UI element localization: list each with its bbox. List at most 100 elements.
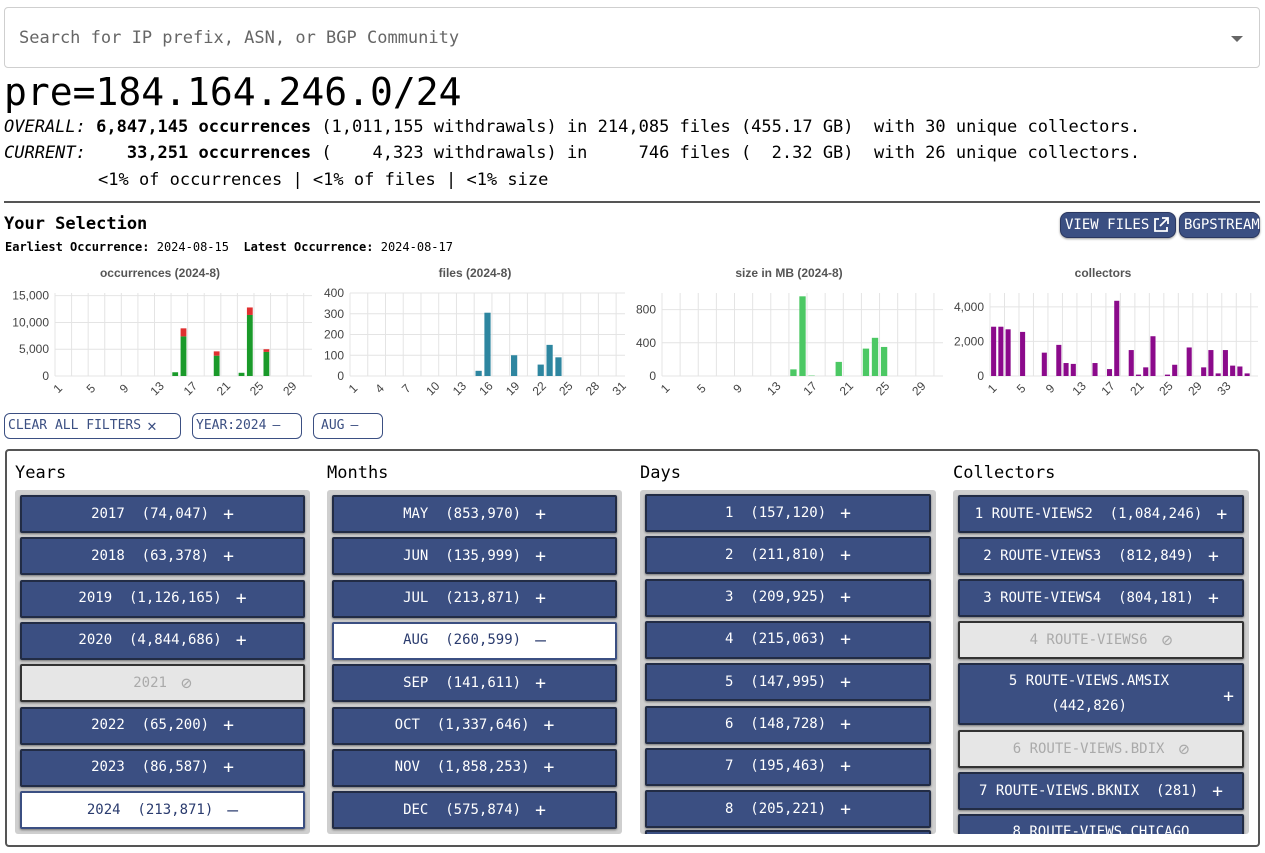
plus-icon[interactable]: +: [535, 503, 546, 525]
day-item[interactable]: 7 (195,463) +: [645, 747, 931, 786]
collector-item-label: 7 ROUTE-VIEWS.BKNIX (281): [979, 782, 1199, 799]
minus-icon[interactable]: —: [227, 799, 239, 821]
clear-filters-button[interactable]: CLEAR ALL FILTERS ✕: [4, 413, 181, 439]
plus-icon[interactable]: +: [235, 588, 247, 610]
day-item[interactable]: 6 (148,728) +: [645, 705, 931, 744]
earliest-label: Earliest Occurrence:: [5, 240, 150, 254]
minus-icon[interactable]: —: [535, 630, 546, 652]
month-item[interactable]: MAY (853,970) +: [332, 495, 617, 533]
plus-icon[interactable]: +: [1207, 545, 1219, 567]
day-item[interactable]: 1 (157,120) +: [645, 494, 931, 532]
day-item-label: 3 (209,925): [725, 589, 827, 606]
month-item[interactable]: OCT (1,337,646) +: [332, 706, 617, 745]
divider: [4, 201, 1260, 203]
plus-icon[interactable]: +: [840, 671, 851, 693]
plus-icon[interactable]: +: [840, 502, 851, 524]
year-item[interactable]: 2020 (4,844,686) +: [20, 621, 305, 660]
collectors-list[interactable]: 1 ROUTE-VIEWS2 (1,084,246) +2 ROUTE-VIEWS…: [953, 490, 1249, 834]
collector-item[interactable]: 7 ROUTE-VIEWS.BKNIX (281) +: [958, 772, 1244, 810]
collector-item: 6 ROUTE-VIEWS.BDIX ⊘: [958, 730, 1244, 768]
collector-item-label: 4 ROUTE-VIEWS6: [1029, 631, 1148, 648]
plus-icon[interactable]: +: [840, 629, 851, 651]
overall-label: OVERALL:: [4, 117, 86, 137]
plus-icon[interactable]: +: [1216, 503, 1228, 525]
search-box[interactable]: [4, 7, 1260, 68]
x-tick-label: 13: [148, 379, 168, 399]
collector-item[interactable]: 3 ROUTE-VIEWS4 (804,181) +: [958, 579, 1244, 617]
year-item[interactable]: 2018 (63,378) +: [20, 537, 305, 576]
month-item[interactable]: AUG (260,599) —: [332, 621, 617, 660]
collector-item[interactable]: 8 ROUTE-VIEWS.CHICAGO: [958, 814, 1244, 834]
x-tick-label: 9: [117, 381, 132, 396]
plus-icon[interactable]: +: [535, 545, 546, 567]
plus-icon[interactable]: +: [840, 798, 851, 820]
plus-icon[interactable]: +: [223, 715, 234, 736]
plus-icon[interactable]: +: [840, 714, 851, 735]
plus-icon[interactable]: +: [840, 544, 851, 566]
x-tick-label: 13: [1069, 379, 1089, 399]
plus-icon[interactable]: +: [223, 757, 234, 779]
month-item[interactable]: NOV (1,858,253) +: [332, 748, 617, 787]
filter-chip-year[interactable]: YEAR:2024 —: [192, 413, 302, 439]
plus-icon[interactable]: +: [840, 587, 851, 609]
chart-bar: [1041, 352, 1047, 376]
month-item[interactable]: DEC (575,874) +: [332, 791, 617, 830]
day-item[interactable]: 4 (215,063) +: [645, 620, 931, 659]
current-details: ( 4,323 withdrawals) in 746 files ( 2.32…: [311, 143, 1141, 163]
chart-bar: [1237, 366, 1243, 376]
year-item[interactable]: 2022 (65,200) +: [20, 706, 305, 745]
dropdown-caret-icon[interactable]: [1231, 36, 1243, 42]
y-tick-label: 0: [977, 369, 984, 383]
collector-item[interactable]: 1 ROUTE-VIEWS2 (1,084,246) +: [958, 495, 1244, 533]
year-item[interactable]: 2017 (74,047) +: [20, 495, 305, 533]
plus-icon[interactable]: +: [1223, 686, 1234, 707]
search-input[interactable]: [19, 26, 1199, 50]
collectors-chart: 0 2,000 4,000 1 5 9 13 17 21 25 29 33: [954, 293, 1258, 399]
collector-item-label: 1 ROUTE-VIEWS2 (1,084,246): [974, 505, 1203, 522]
years-list[interactable]: 2017 (74,047) + 2018 (63,378) +2019 (1,126,…: [15, 490, 310, 834]
month-item[interactable]: SEP (141,611) +: [332, 664, 617, 703]
collector-item[interactable]: 2 ROUTE-VIEWS3 (812,849) +: [958, 537, 1244, 575]
external-link-icon: [1154, 217, 1170, 232]
y-tick-label: 4,000: [954, 300, 984, 314]
day-item[interactable]: [645, 830, 931, 834]
x-tick-label: 29: [1185, 379, 1205, 399]
plus-icon[interactable]: +: [235, 630, 247, 652]
filter-chip-month[interactable]: AUG —: [313, 413, 383, 439]
year-item[interactable]: 2023 (86,587) +: [20, 748, 305, 787]
month-item-label: OCT (1,337,646): [394, 717, 530, 733]
months-list[interactable]: MAY (853,970) + JUN (135,999) + JUL (213,871…: [327, 490, 622, 834]
collector-item[interactable]: 5 ROUTE-VIEWS.AMSIX (442,826) +: [958, 663, 1244, 725]
earliest-value: 2024-08-15: [156, 240, 229, 254]
plus-icon[interactable]: +: [223, 545, 234, 567]
plus-icon[interactable]: +: [1212, 780, 1223, 802]
plus-icon[interactable]: +: [223, 503, 234, 525]
year-item[interactable]: 2019 (1,126,165) +: [20, 579, 305, 618]
month-item-label: AUG (260,599): [403, 632, 522, 649]
bgpstream-button[interactable]: BGPSTREAM: [1179, 212, 1260, 238]
day-item[interactable]: 2 (211,810) +: [645, 536, 931, 575]
chart-bar: [1005, 329, 1011, 376]
day-item[interactable]: 5 (147,995) +: [645, 663, 931, 702]
year-item[interactable]: 2024 (213,871) —: [20, 791, 305, 830]
plus-icon[interactable]: +: [535, 672, 546, 694]
month-item[interactable]: JUL (213,871) +: [332, 579, 617, 618]
days-list[interactable]: 1 (157,120) + 2 (211,810) + 3 (209,925) +4 (2…: [640, 490, 936, 834]
plus-icon[interactable]: +: [1207, 587, 1219, 609]
day-item[interactable]: 8 (205,221) +: [645, 790, 931, 829]
plus-icon[interactable]: +: [840, 756, 851, 778]
year-item-label: 2023 (86,587): [91, 759, 210, 776]
plus-icon[interactable]: +: [543, 757, 555, 779]
y-tick-label: 300: [324, 307, 344, 321]
chart-bar: [835, 361, 842, 376]
y-tick-label: 5,000: [19, 342, 49, 356]
plus-icon[interactable]: +: [535, 588, 546, 610]
month-item[interactable]: JUN (135,999) +: [332, 537, 617, 576]
view-files-button[interactable]: VIEW FILES: [1060, 212, 1176, 238]
day-item[interactable]: 3 (209,925) +: [645, 578, 931, 617]
plus-icon[interactable]: +: [535, 799, 546, 821]
plus-icon[interactable]: +: [543, 715, 555, 736]
collector-item: 4 ROUTE-VIEWS6 ⊘: [958, 621, 1244, 659]
chart-bar: [998, 326, 1004, 376]
filter-year-label: YEAR:2024: [196, 418, 267, 433]
